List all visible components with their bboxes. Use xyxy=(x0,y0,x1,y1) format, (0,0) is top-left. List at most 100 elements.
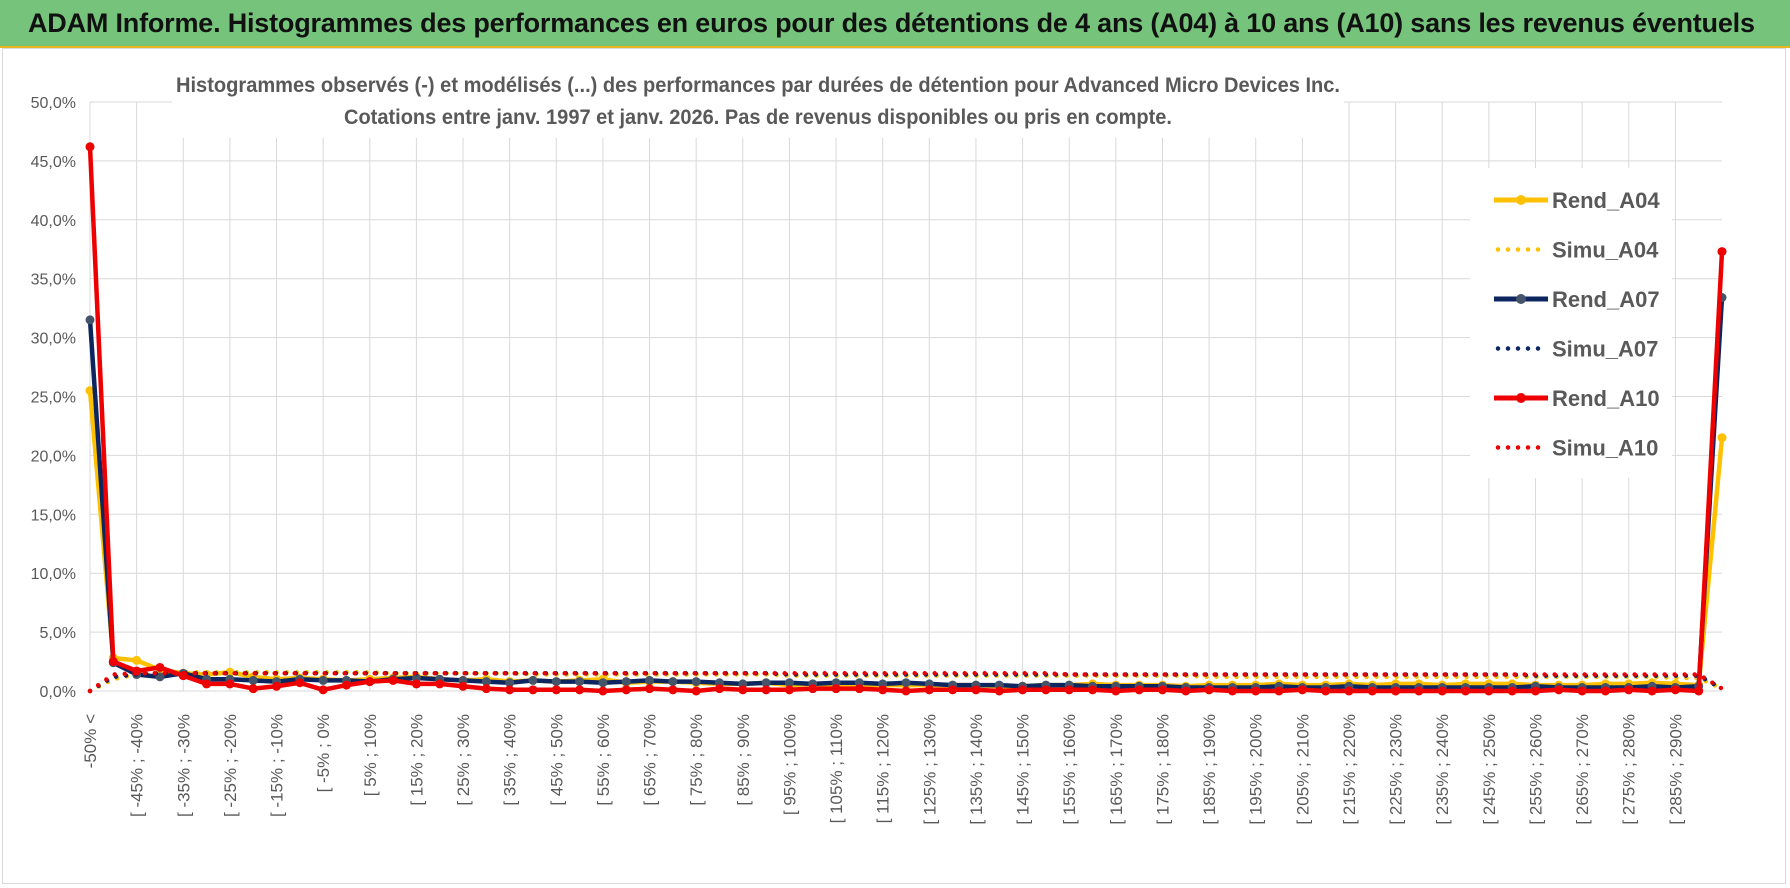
data-point-rend-a10 xyxy=(1018,685,1028,695)
data-point-rend-a10 xyxy=(318,685,328,695)
x-tick-label: [ 25% ; 30% xyxy=(454,714,473,806)
data-point-rend-a10 xyxy=(645,684,655,694)
y-tick-label: 45,0% xyxy=(31,154,76,171)
data-point-rend-a10 xyxy=(621,685,631,695)
data-point-rend-a04 xyxy=(1717,433,1727,443)
data-point-rend-a10 xyxy=(831,684,841,694)
data-point-rend-a10 xyxy=(878,685,888,695)
data-point-rend-a10 xyxy=(1204,685,1214,695)
x-tick-label: [ -45% ; -40% xyxy=(128,714,147,817)
y-tick-label: 25,0% xyxy=(31,390,76,407)
legend-label-simu-a04: Simu_A04 xyxy=(1552,238,1659,263)
data-point-rend-a10 xyxy=(505,685,515,695)
x-tick-label: [ 205% ; 210% xyxy=(1293,714,1312,825)
data-point-rend-a10 xyxy=(691,686,701,696)
data-point-rend-a10 xyxy=(924,685,934,695)
data-point-rend-a10 xyxy=(598,686,608,696)
x-tick-label: [ -25% ; -20% xyxy=(221,714,240,817)
data-point-rend-a10 xyxy=(1064,685,1074,695)
data-point-rend-a10 xyxy=(1181,686,1191,696)
data-point-rend-a10 xyxy=(1507,686,1517,696)
legend-marker-rend-a10 xyxy=(1516,393,1526,403)
y-tick-label: 30,0% xyxy=(31,331,76,348)
data-point-rend-a04 xyxy=(132,655,142,665)
data-point-rend-a07 xyxy=(318,675,328,685)
page-title: ADAM Informe. Histogrammes des performan… xyxy=(28,8,1755,38)
data-point-rend-a07 xyxy=(784,678,794,688)
data-point-rend-a10 xyxy=(1670,685,1680,695)
data-point-rend-a10 xyxy=(1297,685,1307,695)
x-tick-label: [ 255% ; 260% xyxy=(1526,714,1545,825)
x-tick-label: [ -35% ; -30% xyxy=(174,714,193,817)
data-point-rend-a10 xyxy=(458,681,468,691)
data-point-rend-a10 xyxy=(1274,686,1284,696)
x-tick-label: [ 65% ; 70% xyxy=(641,714,660,806)
data-point-rend-a10 xyxy=(1554,685,1564,695)
legend-marker-rend-a07 xyxy=(1516,294,1526,304)
data-point-rend-a10 xyxy=(411,679,421,689)
data-point-rend-a10 xyxy=(155,662,165,672)
data-point-rend-a10 xyxy=(341,680,351,690)
x-tick-label: [ 195% ; 200% xyxy=(1247,714,1266,825)
data-point-rend-a10 xyxy=(1041,685,1051,695)
data-point-rend-a10 xyxy=(481,684,491,694)
x-tick-label: [ 85% ; 90% xyxy=(734,714,753,806)
x-tick-label: [ -15% ; -10% xyxy=(268,714,287,817)
data-point-rend-a10 xyxy=(1530,686,1540,696)
data-point-rend-a10 xyxy=(272,681,282,691)
data-point-rend-a10 xyxy=(714,684,724,694)
data-point-rend-a10 xyxy=(761,685,771,695)
data-point-rend-a07 xyxy=(645,675,655,685)
data-point-rend-a10 xyxy=(1391,686,1401,696)
data-point-rend-a10 xyxy=(948,685,958,695)
data-point-rend-a10 xyxy=(854,684,864,694)
data-point-rend-a07 xyxy=(575,677,585,687)
y-tick-label: 35,0% xyxy=(31,272,76,289)
y-tick-label: 5,0% xyxy=(40,625,76,642)
x-tick-label: [ 155% ; 160% xyxy=(1060,714,1079,825)
data-point-rend-a10 xyxy=(1414,686,1424,696)
chart-frame xyxy=(2,48,1786,884)
data-point-rend-a10 xyxy=(1227,686,1237,696)
x-tick-label: [ 75% ; 80% xyxy=(687,714,706,806)
x-tick-label: -50% < xyxy=(81,714,100,768)
data-point-rend-a10 xyxy=(1484,686,1494,696)
legend-marker-rend-a04 xyxy=(1516,195,1526,205)
data-point-rend-a10 xyxy=(1647,686,1657,696)
data-point-rend-a07 xyxy=(551,677,561,687)
data-point-rend-a10 xyxy=(1367,686,1377,696)
data-point-rend-a10 xyxy=(1321,686,1331,696)
data-point-rend-a10 xyxy=(295,678,305,688)
x-tick-label: [ 215% ; 220% xyxy=(1340,714,1359,825)
chart-subtitle: Cotations entre janv. 1997 et janv. 2026… xyxy=(344,106,1172,129)
legend-label-simu-a10: Simu_A10 xyxy=(1552,436,1658,461)
data-point-rend-a10 xyxy=(1437,686,1447,696)
data-point-rend-a10 xyxy=(1461,686,1471,696)
data-point-rend-a10 xyxy=(528,685,538,695)
legend: Rend_A04 Simu_A04 Rend_A07 Simu_A07 Rend_A10… xyxy=(1470,168,1672,478)
x-tick-label: [ 5% ; 10% xyxy=(361,714,380,796)
data-point-rend-a10 xyxy=(108,657,118,667)
x-tick-label: [ 15% ; 20% xyxy=(407,714,426,806)
data-point-rend-a10 xyxy=(738,685,748,695)
y-tick-label: 0,0% xyxy=(40,684,76,701)
data-point-rend-a10 xyxy=(1111,686,1121,696)
x-tick-label: [ 135% ; 140% xyxy=(967,714,986,825)
data-point-rend-a10 xyxy=(551,685,561,695)
legend-label-rend-a10: Rend_A10 xyxy=(1552,386,1660,411)
y-tick-label: 10,0% xyxy=(31,566,76,583)
data-point-rend-a10 xyxy=(1717,247,1727,257)
x-tick-label: [ 225% ; 230% xyxy=(1387,714,1406,825)
x-tick-label: [ 165% ; 170% xyxy=(1107,714,1126,825)
data-point-rend-a07 xyxy=(761,678,771,688)
x-tick-label: [ 235% ; 240% xyxy=(1433,714,1452,825)
data-point-rend-a10 xyxy=(1088,685,1098,695)
x-tick-label: [ 55% ; 60% xyxy=(594,714,613,806)
data-point-rend-a10 xyxy=(1157,685,1167,695)
data-point-rend-a07 xyxy=(248,675,258,685)
data-point-rend-a07 xyxy=(621,677,631,687)
x-tick-label: [ 105% ; 110% xyxy=(827,714,846,823)
data-point-rend-a07 xyxy=(598,678,608,688)
data-point-rend-a10 xyxy=(971,685,981,695)
